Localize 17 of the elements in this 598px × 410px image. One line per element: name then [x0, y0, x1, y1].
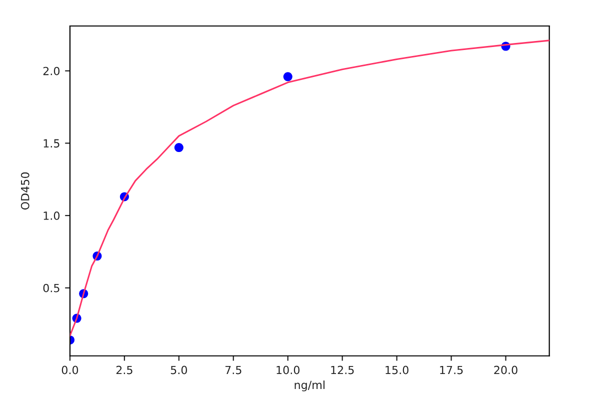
x-tick-label: 15.0 — [386, 366, 408, 374]
x-tick-label: 2.5 — [116, 366, 132, 374]
point — [283, 72, 292, 82]
x-tick-label: 0.0 — [62, 366, 78, 374]
x-tick-label: 12.5 — [331, 366, 354, 374]
x-tick-label: 5.0 — [170, 366, 188, 374]
y-tick-label: 0.5 — [43, 284, 60, 292]
y-axis-title: OD450 — [20, 172, 30, 210]
x-tick-label: 20.0 — [494, 366, 518, 374]
y-tick-label: 1.5 — [44, 139, 60, 148]
point — [174, 143, 184, 152]
x-axis-title: ng/ml — [294, 380, 324, 392]
y-tick-label: 1.0 — [44, 212, 60, 220]
x-tick-label: 7.5 — [225, 366, 242, 374]
x-tick-label: 10.0 — [276, 366, 300, 374]
y-tick-label: 2.0 — [43, 66, 60, 76]
x-tick-label: 17.5 — [440, 366, 463, 374]
